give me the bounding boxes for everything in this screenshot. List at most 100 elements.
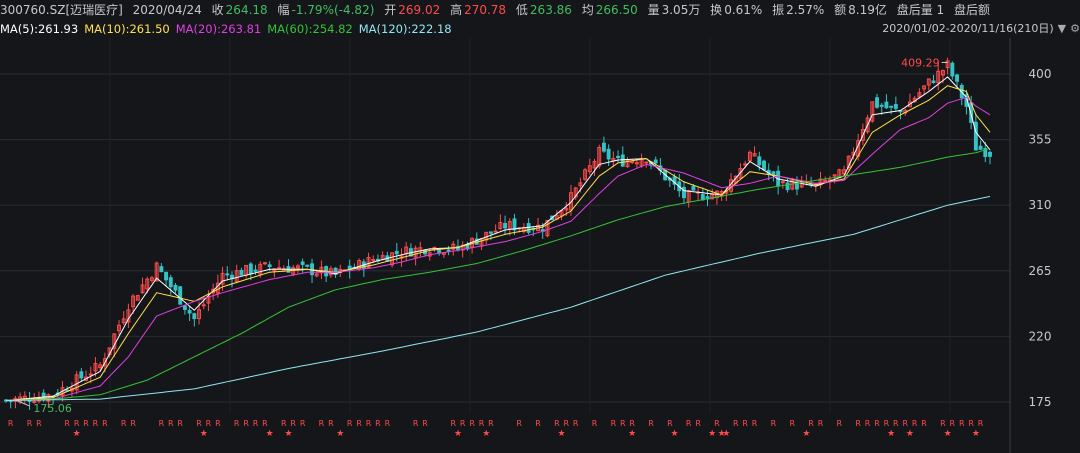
star-flag[interactable]: ★ xyxy=(454,429,462,439)
date-range-selector[interactable]: 2020/01/02-2020/11/16(210日) ▼ ⚙ xyxy=(882,20,1080,39)
candle-body[interactable] xyxy=(865,117,870,133)
r-flag[interactable]: R xyxy=(592,419,598,428)
r-flag[interactable]: R xyxy=(262,419,268,428)
candle-body[interactable] xyxy=(451,243,456,250)
candle-body[interactable] xyxy=(606,148,611,160)
candle-body[interactable] xyxy=(319,266,324,274)
star-flag[interactable]: ★ xyxy=(336,429,344,439)
candle-body[interactable] xyxy=(526,223,531,233)
r-flag[interactable]: R xyxy=(366,419,372,428)
candle-body[interactable] xyxy=(634,162,639,165)
candle-body[interactable] xyxy=(780,181,785,184)
candle-body[interactable] xyxy=(84,376,88,381)
r-flag[interactable]: R xyxy=(837,419,843,428)
candle-body[interactable] xyxy=(305,264,310,267)
r-flag[interactable]: R xyxy=(328,419,334,428)
star-flag[interactable]: ★ xyxy=(628,429,636,439)
r-flag[interactable]: R xyxy=(215,419,221,428)
candle-body[interactable] xyxy=(234,270,239,283)
candle-body[interactable] xyxy=(314,273,319,277)
r-flag[interactable]: R xyxy=(356,419,362,428)
candle-body[interactable] xyxy=(682,186,686,199)
candle-body[interactable] xyxy=(79,371,84,379)
candle-body[interactable] xyxy=(121,318,126,324)
r-flag[interactable]: R xyxy=(648,419,654,428)
candle-body[interactable] xyxy=(267,264,272,268)
candle-body[interactable] xyxy=(88,373,93,376)
candle-body[interactable] xyxy=(936,70,941,84)
candle-body[interactable] xyxy=(620,154,625,167)
candle-body[interactable] xyxy=(672,176,677,185)
r-flag[interactable]: R xyxy=(347,419,353,428)
r-flag[interactable]: R xyxy=(422,419,428,428)
r-flag[interactable]: R xyxy=(912,419,918,428)
candle-body[interactable] xyxy=(616,155,621,159)
r-flag[interactable]: R xyxy=(865,419,871,428)
candle-body[interactable] xyxy=(743,163,748,166)
r-flag[interactable]: R xyxy=(667,419,673,428)
star-flag[interactable]: ★ xyxy=(944,429,952,439)
r-flag[interactable]: R xyxy=(789,419,795,428)
star-flag[interactable]: ★ xyxy=(482,429,490,439)
star-flag[interactable]: ★ xyxy=(906,429,914,439)
r-flag[interactable]: R xyxy=(808,419,814,428)
candle-body[interactable] xyxy=(197,309,201,320)
candle-body[interactable] xyxy=(955,74,959,82)
candle-body[interactable] xyxy=(112,333,117,349)
candle-body[interactable] xyxy=(168,277,173,288)
star-flag[interactable]: ★ xyxy=(887,429,895,439)
candle-body[interactable] xyxy=(917,92,922,98)
r-flag[interactable]: R xyxy=(121,419,127,428)
candle-body[interactable] xyxy=(220,272,225,285)
r-flag[interactable]: R xyxy=(488,419,494,428)
candle-body[interactable] xyxy=(587,165,592,173)
candle-body[interactable] xyxy=(437,250,442,254)
candle-body[interactable] xyxy=(192,313,197,320)
candle-body[interactable] xyxy=(512,218,517,231)
candle-body[interactable] xyxy=(832,174,837,177)
r-flag[interactable]: R xyxy=(8,419,14,428)
candle-body[interactable] xyxy=(145,278,150,290)
candle-body[interactable] xyxy=(102,358,107,367)
candle-body[interactable] xyxy=(757,156,762,166)
r-flag[interactable]: R xyxy=(893,419,899,428)
candle-body[interactable] xyxy=(973,121,978,151)
star-flag[interactable]: ★ xyxy=(708,429,716,439)
r-flag[interactable]: R xyxy=(959,419,965,428)
r-flag[interactable]: R xyxy=(130,419,136,428)
r-flag[interactable]: R xyxy=(253,419,259,428)
candle-body[interactable] xyxy=(300,261,305,265)
candle-body[interactable] xyxy=(413,247,418,258)
candle-body[interactable] xyxy=(93,362,98,372)
candle-body[interactable] xyxy=(564,207,569,211)
star-flag[interactable]: ★ xyxy=(802,429,810,439)
r-flag[interactable]: R xyxy=(83,419,89,428)
candle-body[interactable] xyxy=(601,142,606,152)
r-flag[interactable]: R xyxy=(479,419,485,428)
r-flag[interactable]: R xyxy=(74,419,80,428)
r-flag[interactable]: R xyxy=(234,419,240,428)
candle-body[interactable] xyxy=(277,267,282,270)
candle-body[interactable] xyxy=(98,364,103,369)
candle-body[interactable] xyxy=(945,60,950,69)
candle-body[interactable] xyxy=(893,104,898,109)
chevron-down-icon[interactable]: ▼ xyxy=(1057,22,1067,35)
r-flag[interactable]: R xyxy=(742,419,748,428)
candle-body[interactable] xyxy=(390,252,395,266)
candle-body[interactable] xyxy=(507,221,512,230)
r-flag[interactable]: R xyxy=(385,419,391,428)
candle-body[interactable] xyxy=(908,101,912,108)
r-flag[interactable]: R xyxy=(686,419,692,428)
r-flag[interactable]: R xyxy=(629,419,635,428)
candle-body[interactable] xyxy=(493,230,498,233)
r-flag[interactable]: R xyxy=(714,419,720,428)
candle-body[interactable] xyxy=(625,159,630,168)
candle-body[interactable] xyxy=(239,269,244,276)
candle-body[interactable] xyxy=(333,267,338,276)
r-flag[interactable]: R xyxy=(752,419,758,428)
r-flag[interactable]: R xyxy=(281,419,287,428)
candle-body[interactable] xyxy=(771,171,776,176)
candle-body[interactable] xyxy=(950,62,955,77)
candle-body[interactable] xyxy=(446,249,451,252)
